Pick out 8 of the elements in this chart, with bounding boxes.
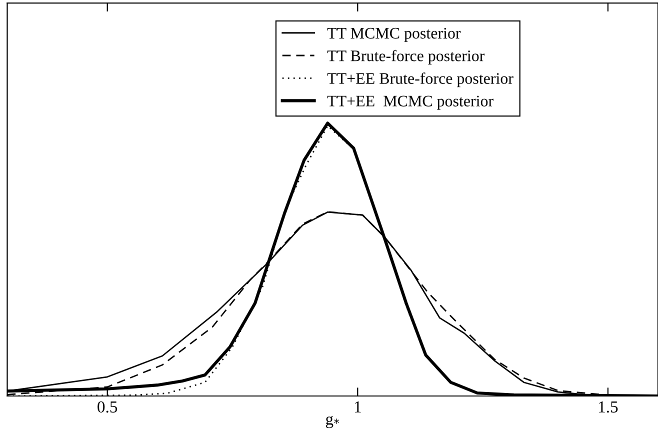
legend-label: TT+EE Brute-force posterior xyxy=(327,72,514,88)
x-tick-label: 1 xyxy=(354,401,361,412)
legend-label: TT Brute-force posterior xyxy=(327,50,485,64)
legend-label: TT MCMC posterior xyxy=(327,28,461,42)
x-tick-label: 0.5 xyxy=(98,401,118,413)
legend-label: TT+EE MCMC posterior xyxy=(327,96,494,110)
x-tick-label: 1.5 xyxy=(598,401,618,413)
x-axis-title: g$_{*}$ xyxy=(326,416,340,428)
